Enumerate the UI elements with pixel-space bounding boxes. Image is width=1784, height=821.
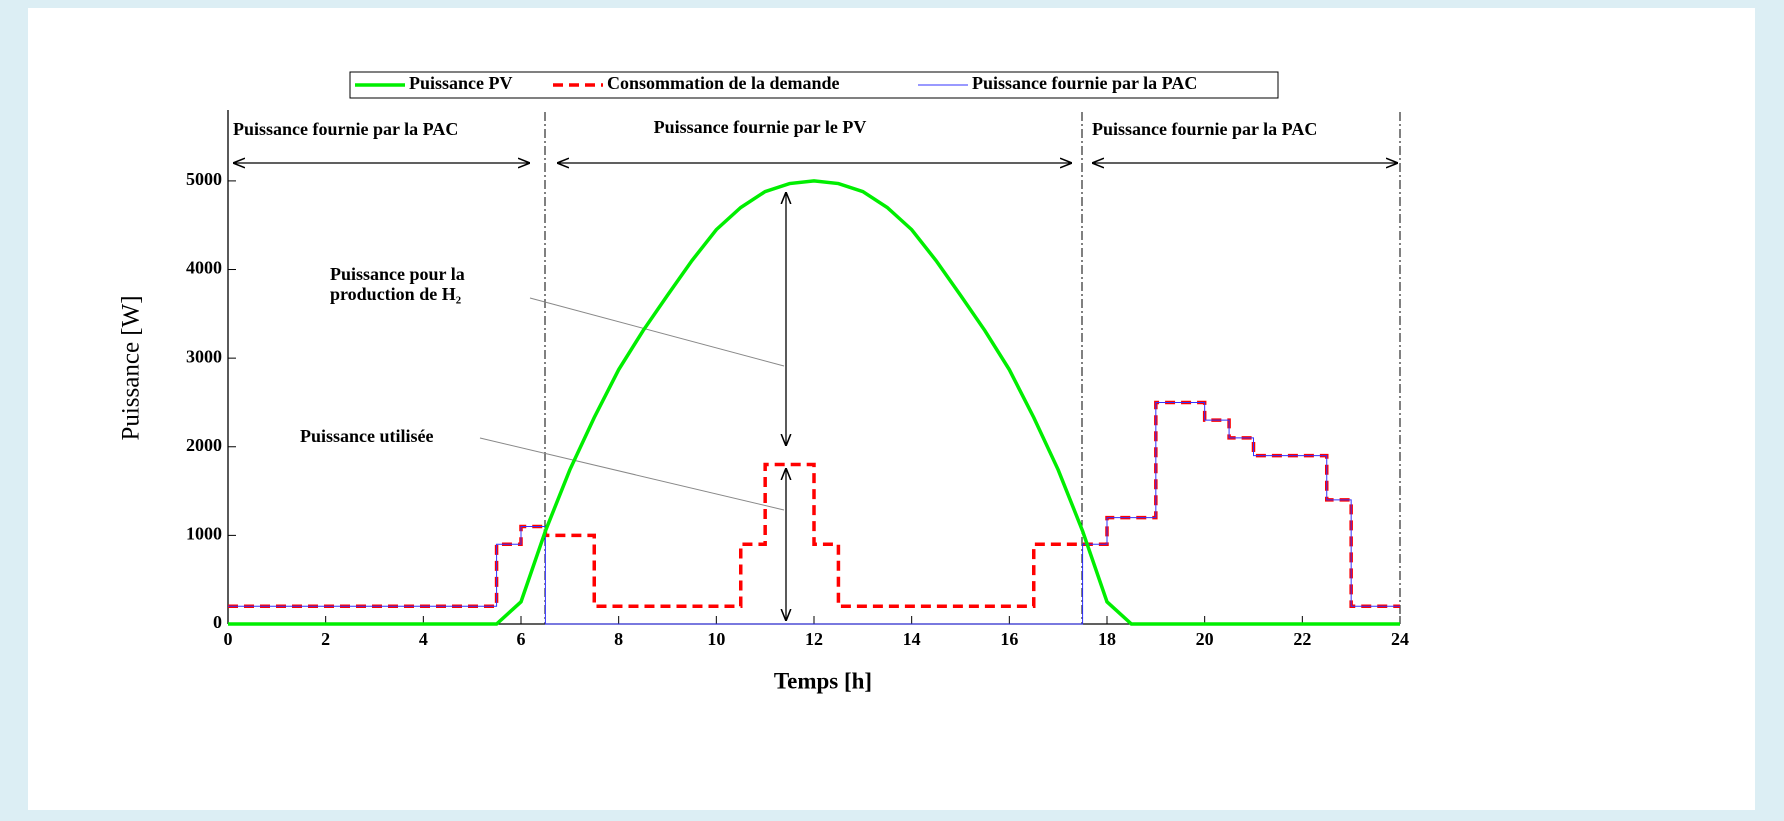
x-tick-label: 18 — [1098, 629, 1116, 649]
x-tick-label: 6 — [517, 629, 526, 649]
annotation: Puissance fournie par la PAC — [233, 119, 458, 139]
x-tick-label: 22 — [1293, 629, 1311, 649]
x-tick-label: 16 — [1000, 629, 1018, 649]
y-tick-label: 5000 — [186, 169, 222, 189]
series-line — [228, 401, 1400, 625]
y-tick-label: 2000 — [186, 435, 222, 455]
legend-label: Consommation de la demande — [607, 73, 840, 93]
panel — [28, 8, 1755, 810]
x-tick-label: 14 — [903, 629, 921, 649]
arrows — [233, 163, 1398, 621]
legend-label: Puissance fournie par la PAC — [972, 73, 1197, 93]
annotation: Puissance fournie par le PV — [654, 117, 867, 137]
annotation: Puissance pour la — [330, 264, 465, 284]
x-tick-label: 12 — [805, 629, 823, 649]
legend — [349, 71, 1279, 99]
x-tick-label: 8 — [614, 629, 623, 649]
annotation: production de H₂ — [330, 284, 461, 304]
y-tick-label: 0 — [213, 612, 222, 632]
x-tick-label: 0 — [224, 629, 233, 649]
y-axis-title: Puissance [W] — [118, 295, 145, 440]
legend-label: Puissance PV — [409, 73, 513, 93]
leader-line — [529, 297, 785, 367]
y-tick-label: 1000 — [186, 524, 222, 544]
x-tick-label: 10 — [707, 629, 725, 649]
annotation: Puissance fournie par la PAC — [1092, 119, 1317, 139]
x-tick-label: 24 — [1391, 629, 1409, 649]
x-tick-label: 2 — [321, 629, 330, 649]
x-tick-label: 20 — [1196, 629, 1214, 649]
annotation: Puissance utilisée — [300, 426, 434, 446]
y-tick-label: 3000 — [186, 346, 222, 366]
leader-line — [479, 437, 785, 511]
x-axis-title: Temps [h] — [774, 668, 872, 693]
series-line — [228, 179, 1400, 626]
x-tick-label: 4 — [419, 629, 428, 649]
leaders — [479, 297, 785, 511]
y-tick-label: 4000 — [186, 258, 222, 278]
